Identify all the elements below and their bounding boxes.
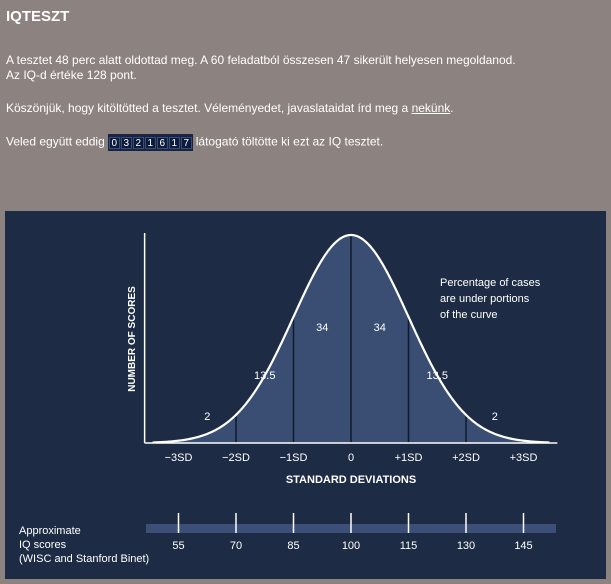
thanks-label: Köszönjük, hogy kitöltötted a tesztet. V…	[6, 101, 409, 115]
counter-digit: 6	[156, 137, 168, 149]
iq-scale-value: 145	[514, 540, 532, 552]
curve-annotation: are under portions	[440, 293, 530, 305]
thanks-text: Köszönjük, hogy kitöltötted a tesztet. V…	[6, 101, 454, 116]
thanks-end: .	[450, 101, 454, 115]
counter-digit: 1	[168, 137, 180, 149]
segment-percentage-label: 34	[316, 322, 328, 334]
result-text: A tesztet 48 perc alatt oldottad meg. A …	[6, 53, 606, 83]
bell-curve-svg: 2 13.5 34 34 13.5 2 −3SD −2SD −1SD 0 +1SD +2SD +3SD S…	[19, 233, 558, 565]
x-tick-label: −2SD	[222, 452, 250, 464]
visitor-prefix: Veled együtt eddig	[6, 134, 105, 149]
counter-digit: 0	[108, 137, 120, 149]
page-title: IQTESZT	[6, 8, 70, 25]
result-line-1: A tesztet 48 perc alatt oldottad meg. A …	[6, 53, 516, 67]
x-tick-label: +1SD	[395, 452, 423, 464]
iq-scale-value: 70	[230, 540, 242, 552]
counter-digit: 7	[180, 137, 192, 149]
iq-scale-value: 100	[342, 540, 360, 552]
x-tick-label: +3SD	[510, 452, 538, 464]
iq-distribution-chart: 2 13.5 34 34 13.5 2 −3SD −2SD −1SD 0 +1SD +2SD +3SD S…	[5, 211, 606, 579]
x-axis-title: STANDARD DEVIATIONS	[286, 474, 416, 486]
x-tick-label: −3SD	[165, 452, 193, 464]
iq-scale-value: 130	[457, 540, 475, 552]
counter-digit: 2	[132, 137, 144, 149]
curve-annotation: Percentage of cases	[440, 277, 541, 289]
segment-percentage-label: 2	[492, 411, 498, 423]
x-tick-label: 0	[348, 452, 354, 464]
x-tick-label: −1SD	[280, 452, 308, 464]
iq-scale-value: 85	[287, 540, 299, 552]
segment-percentage-label: 2	[204, 411, 210, 423]
iq-scale-label: IQ scores	[19, 539, 67, 551]
iq-scale-label: (WISC and Stanford Binet)	[19, 553, 149, 565]
iq-scale-value: 115	[400, 540, 418, 552]
curve-annotation: of the curve	[440, 309, 497, 321]
result-line-2: Az IQ-d értéke 128 pont.	[6, 68, 137, 82]
visitor-suffix: látogató töltötte ki ezt az IQ tesztet.	[195, 134, 384, 149]
contact-link[interactable]: nekünk	[411, 101, 451, 115]
segment-percentage-label: 13.5	[427, 370, 448, 382]
segment-percentage-label: 13.5	[254, 370, 275, 382]
iq-scale-label: Approximate	[19, 525, 81, 537]
x-tick-label: +2SD	[452, 452, 480, 464]
iq-scale-value: 55	[172, 540, 184, 552]
counter-digit: 1	[144, 137, 156, 149]
bell-curve-line	[152, 233, 550, 444]
segment-percentage-label: 34	[374, 322, 386, 334]
y-axis-title: NUMBER OF SCORES	[127, 286, 138, 392]
counter-digit: 3	[120, 137, 132, 149]
